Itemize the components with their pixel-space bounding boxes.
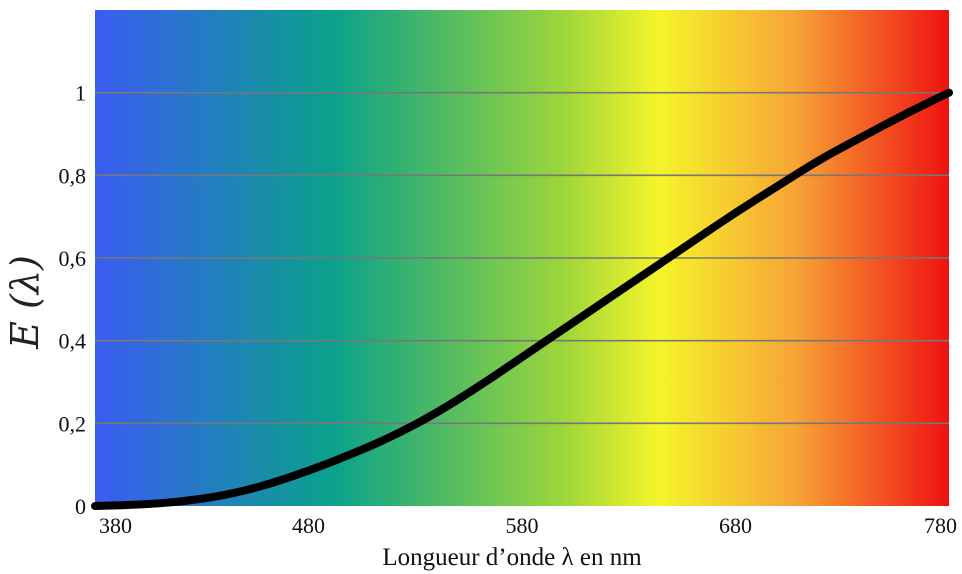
- gridlines: [95, 91, 949, 425]
- y-tick-label: 0,6: [59, 246, 87, 271]
- y-axis-title: E (λ): [3, 255, 47, 350]
- x-tick-label: 780: [924, 513, 957, 538]
- x-tick-label: 580: [506, 513, 539, 538]
- y-tick-label: 0,4: [59, 329, 87, 354]
- x-tick-label: 480: [292, 513, 325, 538]
- y-tick-labels: 0 0,2 0,4 0,6 0,8 1: [59, 81, 87, 519]
- series-line: [91, 88, 953, 510]
- x-tick-label: 380: [99, 513, 132, 538]
- series-layer: [91, 88, 953, 510]
- y-tick-label: 0,8: [59, 163, 87, 188]
- x-tick-labels: 380 480 580 680 780: [99, 513, 957, 538]
- x-axis-title: Longueur d’onde λ en nm: [382, 544, 642, 571]
- y-tick-label: 0,2: [59, 411, 87, 436]
- y-tick-label: 0: [75, 494, 86, 519]
- x-tick-label: 680: [719, 513, 752, 538]
- y-tick-label: 1: [75, 81, 86, 106]
